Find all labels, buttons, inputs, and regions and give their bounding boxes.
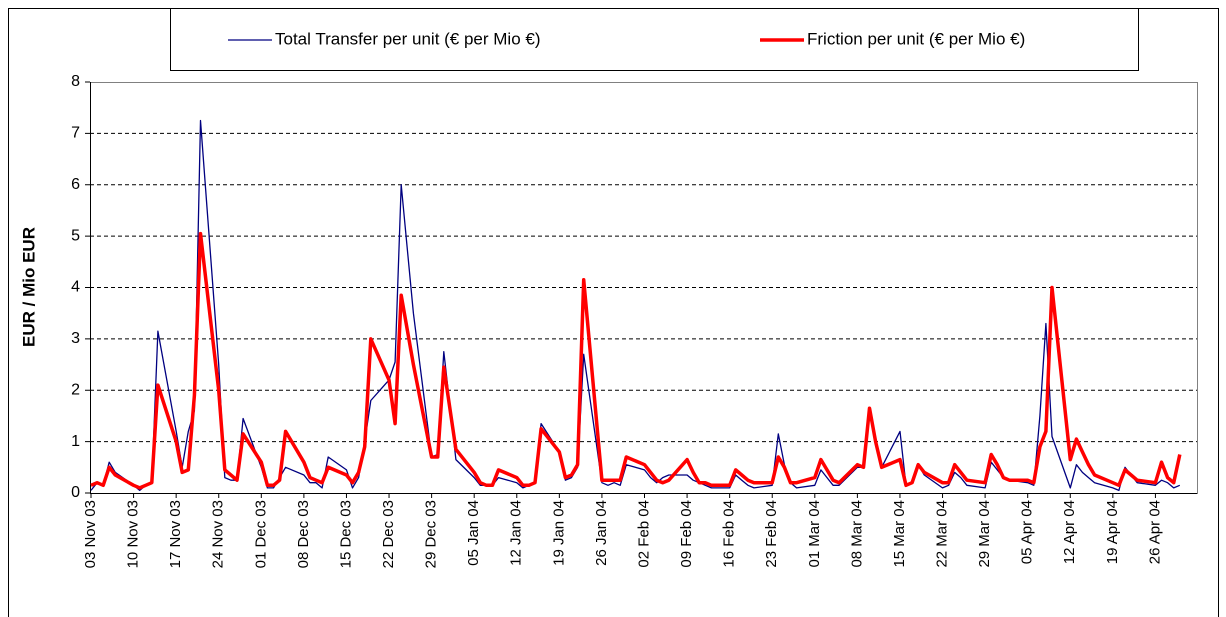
y-tick-label: 0 bbox=[71, 484, 80, 501]
x-tick-label: 23 Feb 04 bbox=[763, 500, 780, 568]
x-tick-label: 08 Dec 03 bbox=[295, 500, 312, 568]
x-tick-label: 29 Dec 03 bbox=[423, 500, 440, 568]
x-tick-label: 26 Apr 04 bbox=[1146, 500, 1163, 564]
x-tick-label: 19 Jan 04 bbox=[550, 500, 567, 566]
x-tick-label: 29 Mar 04 bbox=[976, 500, 993, 568]
x-tick-label: 12 Apr 04 bbox=[1061, 500, 1078, 564]
x-tick-label: 01 Mar 04 bbox=[806, 500, 823, 568]
x-tick-label: 26 Jan 04 bbox=[593, 500, 610, 566]
x-tick-label: 15 Mar 04 bbox=[891, 500, 908, 568]
y-tick-label: 1 bbox=[71, 433, 80, 450]
x-tick-label: 03 Nov 03 bbox=[82, 500, 99, 568]
y-tick-label: 8 bbox=[71, 73, 80, 90]
x-tick-label: 05 Jan 04 bbox=[465, 500, 482, 566]
x-tick-label: 08 Mar 04 bbox=[848, 500, 865, 568]
x-tick-label: 12 Jan 04 bbox=[508, 500, 525, 566]
y-tick-label: 4 bbox=[71, 279, 80, 296]
y-tick-label: 2 bbox=[71, 381, 80, 398]
x-tick-label: 24 Nov 03 bbox=[210, 500, 227, 568]
x-tick-label: 17 Nov 03 bbox=[167, 500, 184, 568]
y-tick-label: 7 bbox=[71, 125, 80, 142]
y-tick-label: 6 bbox=[71, 176, 80, 193]
x-tick-label: 22 Dec 03 bbox=[380, 500, 397, 568]
series-line bbox=[90, 231, 1182, 490]
x-tick-label: 16 Feb 04 bbox=[721, 500, 738, 568]
x-tick-label: 01 Dec 03 bbox=[252, 500, 269, 568]
x-tick-label: 09 Feb 04 bbox=[678, 500, 695, 568]
x-tick-label: 05 Apr 04 bbox=[1019, 500, 1036, 564]
y-tick-label: 3 bbox=[71, 330, 80, 347]
legend-box bbox=[170, 8, 1139, 71]
legend-label: Total Transfer per unit (€ per Mio €) bbox=[275, 29, 541, 48]
y-tick-label: 5 bbox=[71, 227, 80, 244]
x-tick-label: 02 Feb 04 bbox=[635, 500, 652, 568]
x-tick-label: 10 Nov 03 bbox=[125, 500, 142, 568]
x-tick-label: 22 Mar 04 bbox=[934, 500, 951, 568]
y-axis-label: EUR / Mio EUR bbox=[19, 227, 38, 347]
x-tick-label: 15 Dec 03 bbox=[337, 500, 354, 568]
x-tick-label: 19 Apr 04 bbox=[1104, 500, 1121, 564]
legend-label: Friction per unit (€ per Mio €) bbox=[807, 29, 1025, 48]
